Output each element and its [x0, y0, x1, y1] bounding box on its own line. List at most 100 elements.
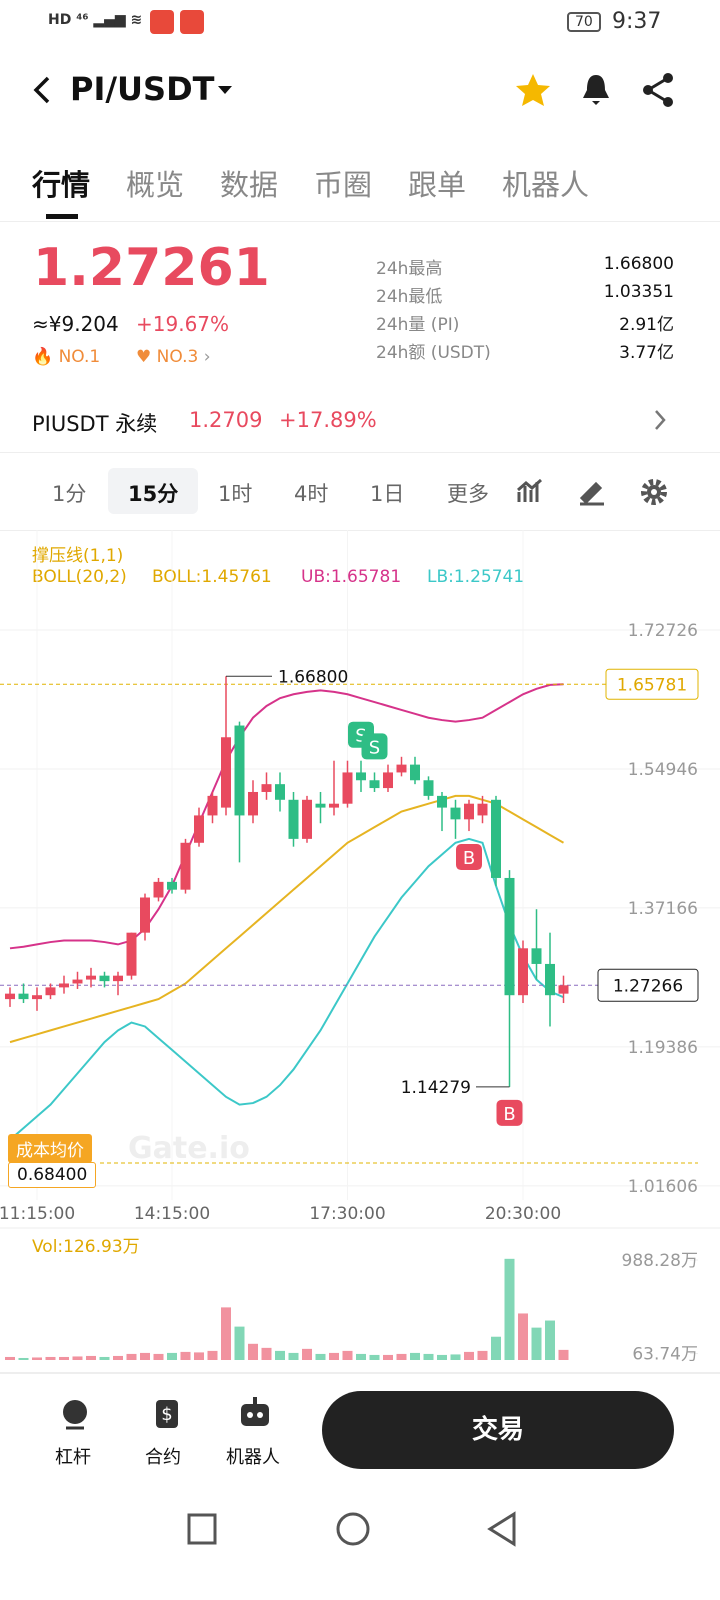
rank-badge[interactable]: 🔥 NO.1	[32, 347, 101, 367]
trade-button[interactable]: 交易	[322, 1391, 674, 1469]
interval[interactable]: 1日	[370, 482, 405, 506]
stat-label: 24h量 (PI)	[376, 315, 460, 335]
tab[interactable]: 行情	[32, 168, 91, 202]
volume-tick-label: 63.74万	[632, 1345, 698, 1365]
trade-label: B	[503, 1104, 515, 1125]
app-icon	[150, 10, 174, 34]
stat-value: 3.77亿	[619, 343, 674, 363]
candle-body	[396, 764, 407, 773]
system-nav	[187, 1511, 516, 1547]
pair-title[interactable]: PI/USDT	[70, 70, 215, 108]
divider	[0, 221, 720, 222]
candle-body	[423, 780, 434, 796]
dropdown-arrow[interactable]	[216, 84, 234, 96]
x-tick-label: 11:15:00	[0, 1204, 75, 1224]
rank-badge[interactable]: ♥ NO.3 ›	[136, 347, 211, 367]
indicator-icon[interactable]	[516, 478, 544, 506]
boll-mid: BOLL:1.45761	[152, 567, 272, 587]
volume-bar	[261, 1347, 272, 1360]
candle-body	[113, 975, 123, 982]
tab[interactable]: 机器人	[502, 168, 590, 202]
candle-body	[518, 948, 528, 996]
candle-body	[45, 987, 56, 996]
volume-bar	[288, 1352, 299, 1360]
stat-value: 1.03351	[603, 282, 674, 302]
status-icons: HD ⁴⁶ ▂▄▆ ≋	[48, 12, 143, 28]
volume-bar	[437, 1354, 447, 1360]
volume-bar	[342, 1350, 353, 1360]
battery: 70	[567, 12, 601, 32]
tab[interactable]: 币圈	[314, 168, 373, 202]
volume-bar	[315, 1353, 326, 1360]
cny-price: ≈¥9.204	[32, 312, 119, 336]
nav-label[interactable]: 合约	[145, 1447, 181, 1468]
back-button[interactable]	[30, 74, 56, 106]
change-percent: +19.67%	[136, 312, 230, 336]
chevron[interactable]	[652, 408, 668, 432]
perpetual-name[interactable]: PIUSDT 永续	[32, 412, 158, 436]
volume-bar	[450, 1354, 461, 1360]
favorite-star[interactable]	[514, 72, 552, 108]
candle-body	[356, 772, 366, 781]
volume-bar	[140, 1352, 150, 1360]
candle-body	[234, 725, 245, 816]
volume-bar	[477, 1350, 488, 1360]
candle-body	[329, 803, 339, 808]
divider	[0, 452, 720, 453]
volume-bar	[86, 1355, 96, 1360]
volume-bar	[72, 1356, 83, 1360]
volume-bar	[99, 1356, 110, 1360]
nav-label[interactable]: 机器人	[226, 1447, 280, 1468]
nav-label[interactable]: 杠杆	[55, 1447, 91, 1468]
ub-box	[605, 668, 699, 700]
volume-bar	[356, 1353, 366, 1360]
contract-icon[interactable]: $	[148, 1398, 182, 1432]
tab[interactable]: 数据	[220, 168, 279, 202]
perpetual-change: +17.89%	[279, 408, 377, 432]
y-tick-label: 1.19386	[628, 1038, 698, 1058]
alert-bell[interactable]	[580, 72, 612, 108]
interval[interactable]: 15分	[128, 482, 179, 506]
candle-body	[180, 842, 191, 890]
volume-bar	[32, 1357, 42, 1360]
trade-marker	[456, 844, 482, 871]
draw-icon[interactable]	[578, 478, 606, 506]
leverage-icon[interactable]	[58, 1398, 92, 1430]
volume-bar	[275, 1350, 285, 1360]
volume-bar	[153, 1353, 164, 1360]
interval[interactable]: 4时	[294, 482, 329, 506]
candle-body	[126, 932, 137, 976]
candle-body	[369, 780, 380, 789]
tab[interactable]: 概览	[126, 168, 185, 202]
volume-bar	[18, 1357, 29, 1360]
interval[interactable]: 1时	[218, 482, 253, 506]
rank: NO.3	[156, 347, 199, 367]
bot-icon[interactable]	[238, 1396, 272, 1430]
tab[interactable]: 跟单	[408, 168, 467, 202]
volume-bar	[531, 1327, 542, 1360]
volume-bar	[504, 1258, 515, 1360]
svg-text:$: $	[161, 1404, 172, 1425]
interval[interactable]: 更多	[447, 482, 489, 506]
candle-body	[383, 772, 393, 789]
low-label: 1.14279	[401, 1078, 471, 1098]
candle-body	[140, 897, 150, 933]
volume-bar	[5, 1356, 15, 1360]
settings-icon[interactable]	[640, 478, 668, 506]
candle-body	[558, 985, 569, 994]
last-price: 1.27261	[33, 238, 270, 298]
last-price-label: 1.27266	[613, 976, 683, 996]
candle-body	[72, 979, 83, 984]
volume-bar	[180, 1351, 191, 1360]
x-tick-label: 17:30:00	[309, 1204, 385, 1224]
candle-body	[531, 948, 542, 964]
candle-body	[477, 803, 488, 816]
interval[interactable]: 1分	[52, 482, 87, 506]
watermark: Gate.io	[128, 1131, 250, 1166]
y-tick-label: 1.72726	[628, 621, 698, 641]
stat-label: 24h最低	[376, 287, 443, 307]
divider	[0, 1372, 720, 1374]
candle-body	[261, 784, 272, 792]
share-button[interactable]	[640, 72, 676, 108]
